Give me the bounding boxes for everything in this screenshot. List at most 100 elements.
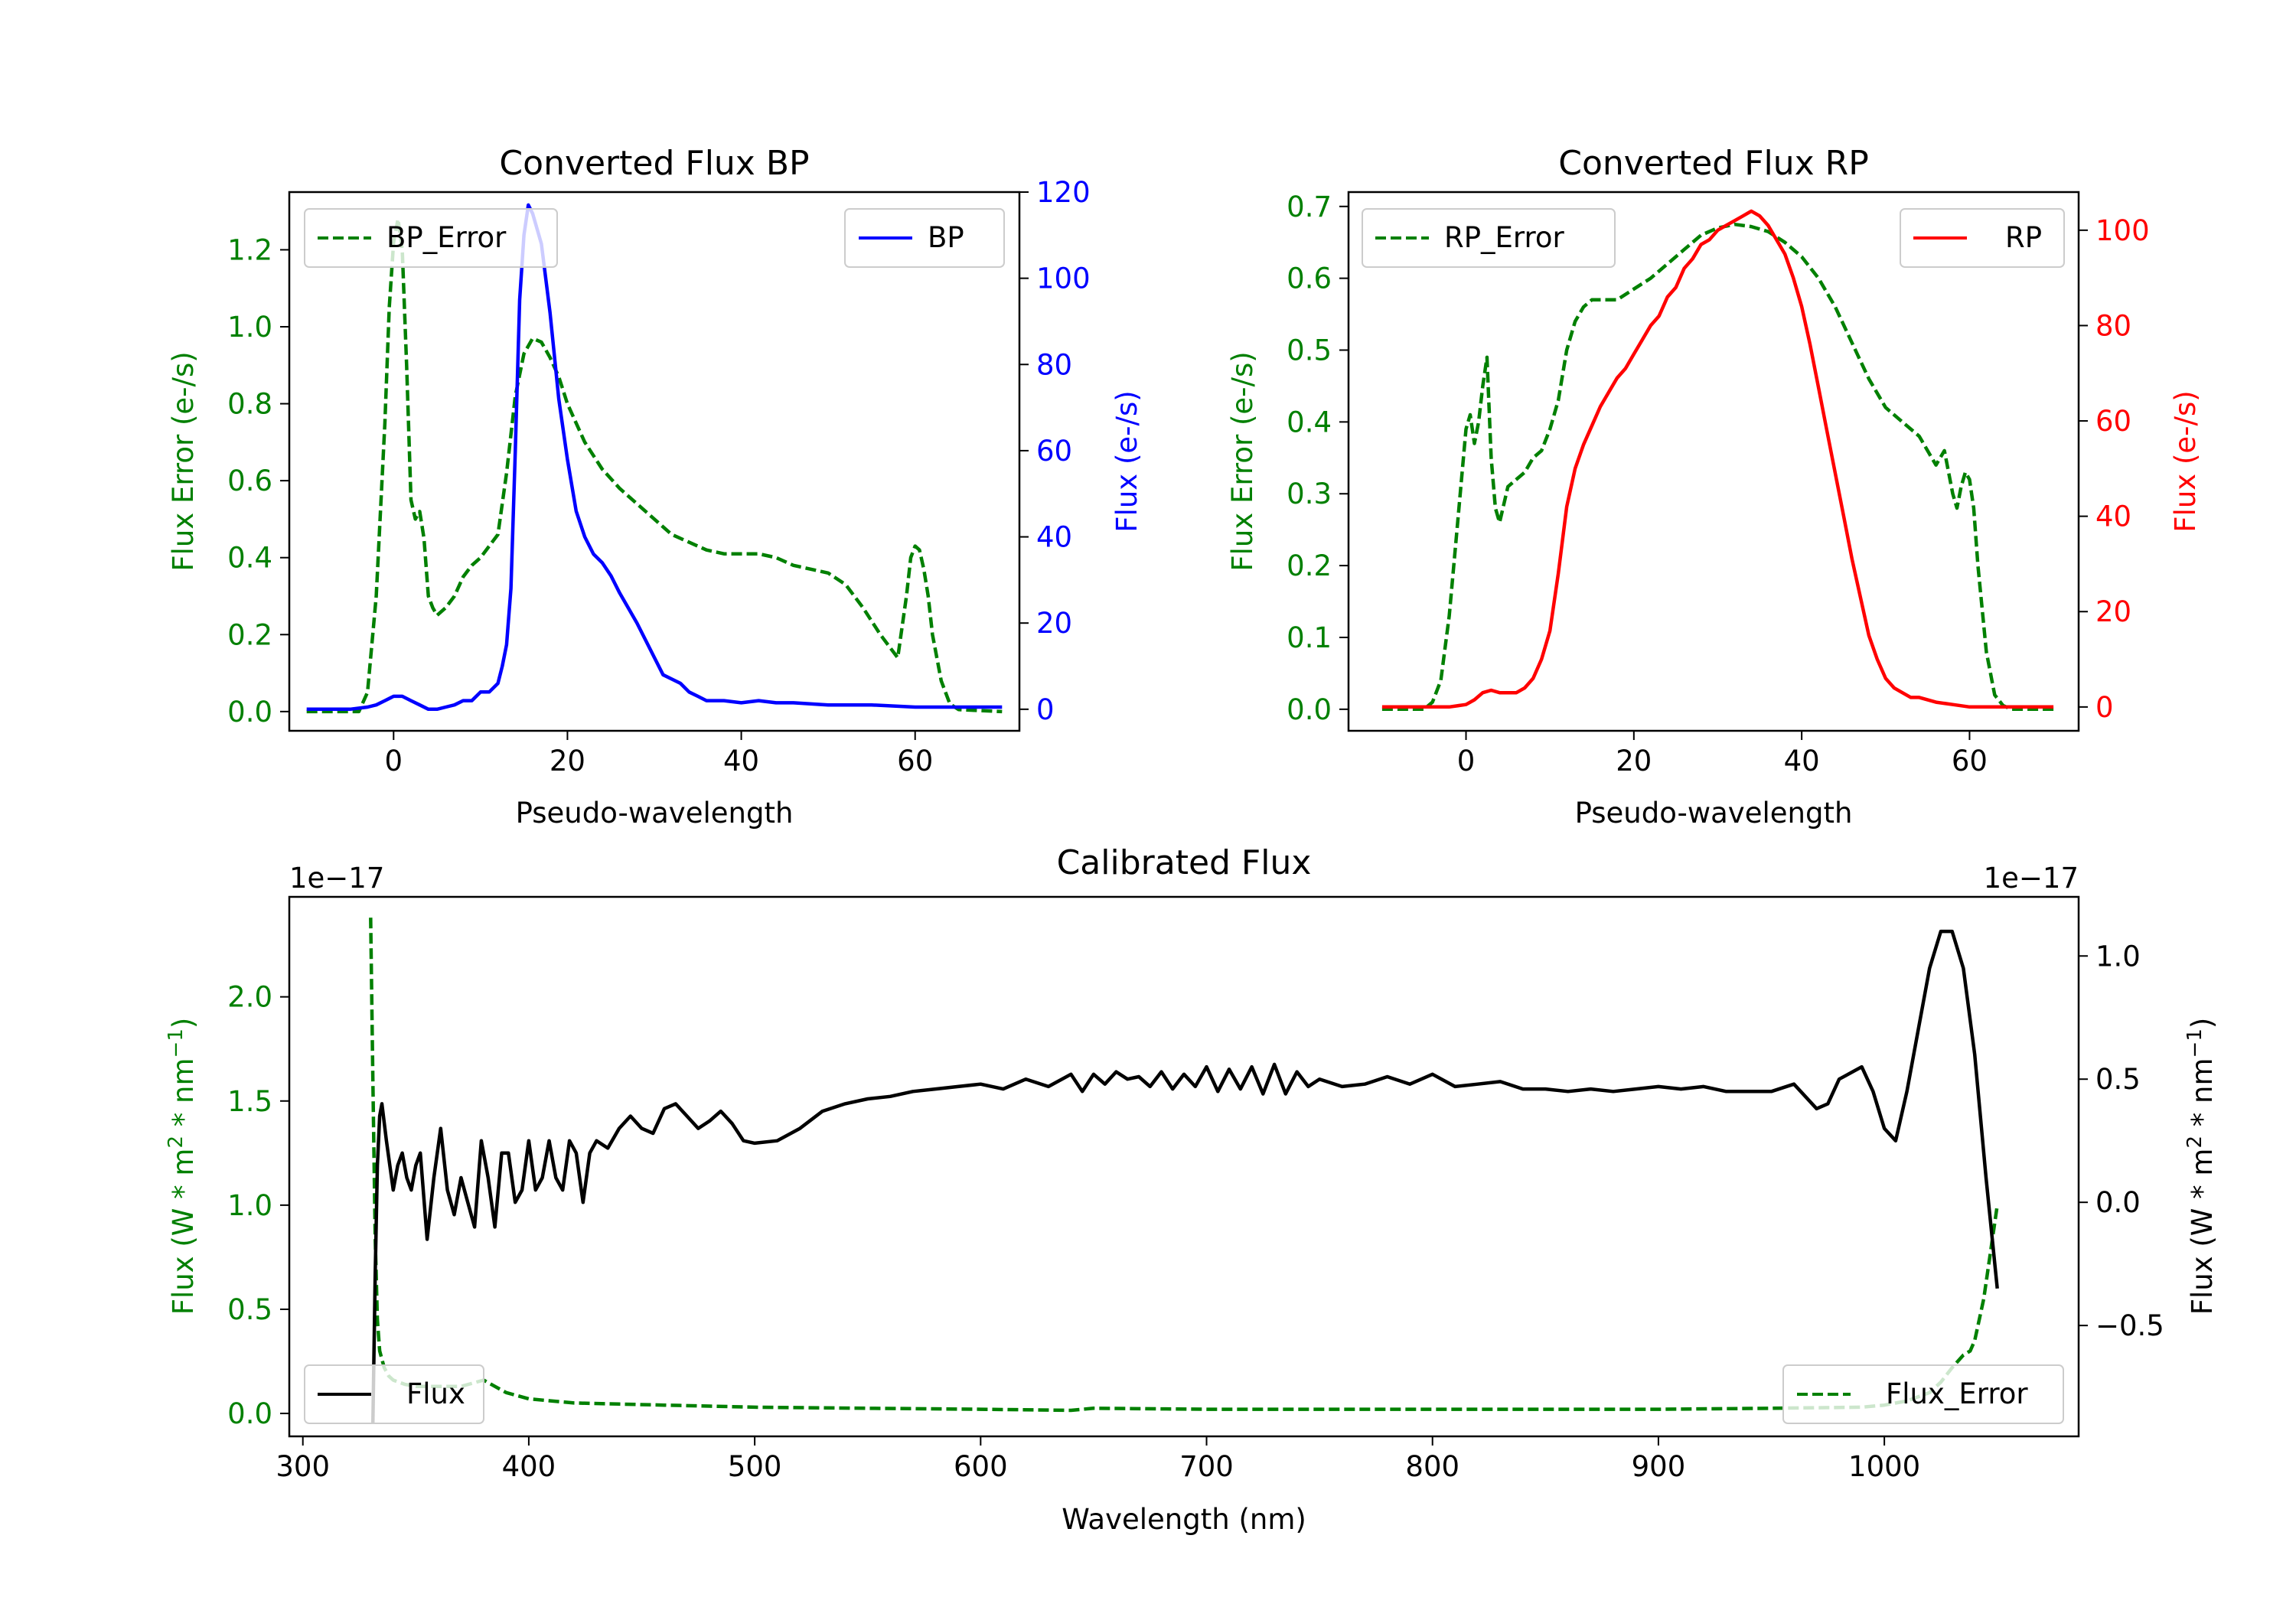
bp-right-tick-label: 80: [1036, 348, 1072, 381]
bp-left-tick-label: 0.6: [227, 464, 272, 497]
rp-right-ticks: 0 20 40 60 80 100: [2079, 214, 2150, 724]
cal-left-tick-label: 1.5: [227, 1085, 272, 1118]
rp-left-ticks: 0.0 0.1 0.2 0.3 0.4 0.5 0.6 0.7: [1287, 191, 1349, 726]
cal-x-tick-label: 1000: [1848, 1450, 1920, 1483]
rp-left-tick-label: 0.2: [1287, 549, 1332, 582]
bp-left-tick-label: 0.2: [227, 618, 272, 651]
bp-left-axis-label: Flux Error (e-/s): [167, 351, 200, 571]
rp-right-tick-label: 100: [2095, 214, 2150, 247]
bp-x-ticks: 0 20 40 60: [385, 731, 933, 777]
bp-right-tick-label: 60: [1036, 435, 1072, 468]
rp-legend-left: RP_Error: [1362, 208, 1616, 268]
rp-x-tick-label: 20: [1616, 745, 1652, 777]
rp-left-tick-label: 0.5: [1287, 334, 1332, 367]
bp-x-tick-label: 40: [723, 745, 759, 777]
cal-left-tick-label: 1.0: [227, 1189, 272, 1222]
cal-legend-right: Flux_Error: [1782, 1364, 2064, 1424]
bp-right-tick-label: 20: [1036, 607, 1072, 640]
bp-right-tick-label: 120: [1036, 176, 1091, 209]
rp-left-tick-label: 0.7: [1287, 191, 1332, 223]
rp-legend-left-label: RP_Error: [1444, 221, 1564, 254]
panel-converted-flux-rp: Converted Flux RP 0 20 40 60 0.00.10.20.30.…: [1226, 144, 2202, 830]
rp-legend-right-box: [1900, 208, 2065, 268]
rp-legend-right-label: RP: [2005, 221, 2042, 254]
cal-x-tick-label: 600: [954, 1450, 1008, 1483]
cal-series-flux: [370, 929, 1999, 1424]
rp-left-tick-label: 0.6: [1287, 262, 1332, 295]
bp-left-tick-label: 0.4: [227, 542, 272, 575]
cal-left-ticks: 0.0 0.5 1.0 1.5 2.0: [227, 981, 289, 1430]
rp-series-group: [1381, 209, 2054, 712]
rp-axes-frame: [1347, 191, 2080, 732]
rp-series-rp-error: [1381, 222, 2054, 712]
rp-x-tick-label: 60: [1952, 745, 1988, 777]
bp-right-tick-label: 100: [1036, 262, 1091, 295]
cal-legend-right-label: Flux_Error: [1886, 1377, 2028, 1410]
bp-legend-left-box: [304, 208, 558, 268]
bp-series-group: [306, 203, 1003, 714]
cal-legend-left-box: [304, 1364, 484, 1424]
cal-left-tick-label: 0.0: [227, 1397, 272, 1430]
cal-left-tick-label: 2.0: [227, 981, 272, 1014]
bp-legend-right: BP: [844, 208, 1005, 268]
rp-left-tick-label: 0.3: [1287, 478, 1332, 510]
rp-x-tick-label: 0: [1457, 745, 1476, 777]
bp-right-tick-label: 0: [1036, 693, 1055, 726]
bp-legend-left: BP_Error: [304, 208, 558, 268]
rp-right-tick-label: 0: [2095, 691, 2114, 724]
rp-right-tick-label: 80: [2095, 309, 2131, 342]
bp-right-tick-label: 40: [1036, 521, 1072, 554]
chart-title-calibrated: Calibrated Flux: [1057, 843, 1312, 882]
cal-right-tick-label: −0.5: [2095, 1309, 2164, 1342]
bp-x-tick-label: 0: [385, 745, 403, 777]
rp-x-axis-label: Pseudo-wavelength: [1575, 797, 1853, 830]
cal-series-group: [369, 918, 1999, 1424]
cal-x-tick-label: 300: [276, 1450, 330, 1483]
cal-x-tick-label: 500: [728, 1450, 782, 1483]
panel-converted-flux-bp: Converted Flux BP 0 20 40 60 0.00.20.40.60.…: [167, 144, 1143, 830]
cal-legend-left-label: Flux: [406, 1377, 465, 1410]
rp-x-tick-label: 40: [1784, 745, 1820, 777]
rp-right-axis-label: Flux (e-/s): [2169, 390, 2202, 532]
bp-legend-right-box: [844, 208, 1005, 268]
cal-x-tick-label: 400: [502, 1450, 556, 1483]
bp-left-tick-label: 0.8: [227, 388, 272, 421]
cal-x-tick-label: 900: [1632, 1450, 1686, 1483]
bp-x-tick-label: 60: [897, 745, 933, 777]
cal-axes-frame: [288, 895, 2080, 1438]
chart-title-bp: Converted Flux BP: [499, 144, 809, 183]
cal-left-offset-label: 1e−17: [289, 862, 384, 895]
cal-series-flux-error: [369, 918, 1999, 1413]
bp-left-tick-label: 1.0: [227, 311, 272, 344]
cal-legend-right-box: [1782, 1364, 2064, 1424]
panel-calibrated-flux: Calibrated Flux 300 400 500 600 700 800 900 100…: [165, 843, 2219, 1536]
cal-right-tick-label: 1.0: [2095, 940, 2141, 973]
rp-left-tick-label: 0.4: [1287, 406, 1332, 438]
rp-left-tick-label: 0.1: [1287, 621, 1332, 654]
bp-series-bp: [306, 203, 1003, 712]
cal-x-tick-label: 700: [1179, 1450, 1234, 1483]
cal-right-axis-label: Flux (W * m2 * nm−1): [2183, 1018, 2219, 1315]
bp-legend-left-label: BP_Error: [386, 221, 507, 254]
cal-legend-left: Flux: [304, 1364, 484, 1424]
rp-right-tick-label: 40: [2095, 500, 2131, 533]
bp-x-tick-label: 20: [550, 745, 585, 777]
cal-right-offset-label: 1e−17: [1984, 862, 2079, 895]
bp-legend-right-label: BP: [928, 221, 964, 254]
cal-right-tick-label: 0.0: [2095, 1186, 2141, 1219]
rp-left-tick-label: 0.0: [1287, 693, 1332, 726]
chart-title-rp: Converted Flux RP: [1558, 144, 1869, 183]
rp-legend-right: RP: [1900, 208, 2065, 268]
bp-x-axis-label: Pseudo-wavelength: [516, 797, 794, 830]
bp-left-ticks: 0.0 0.2 0.4 0.6 0.8 1.0 1.2: [227, 233, 289, 729]
cal-x-axis-label: Wavelength (nm): [1062, 1503, 1306, 1536]
cal-x-tick-label: 800: [1405, 1450, 1459, 1483]
rp-series-rp: [1381, 209, 2054, 709]
cal-right-tick-label: 0.5: [2095, 1063, 2141, 1096]
bp-right-ticks: 0 20 40 60 80 100 120: [1019, 176, 1091, 726]
bp-series-bp-error: [306, 217, 1003, 714]
bp-left-tick-label: 1.2: [227, 233, 272, 266]
rp-x-ticks: 0 20 40 60: [1457, 731, 1988, 777]
rp-legend-left-box: [1362, 208, 1616, 268]
